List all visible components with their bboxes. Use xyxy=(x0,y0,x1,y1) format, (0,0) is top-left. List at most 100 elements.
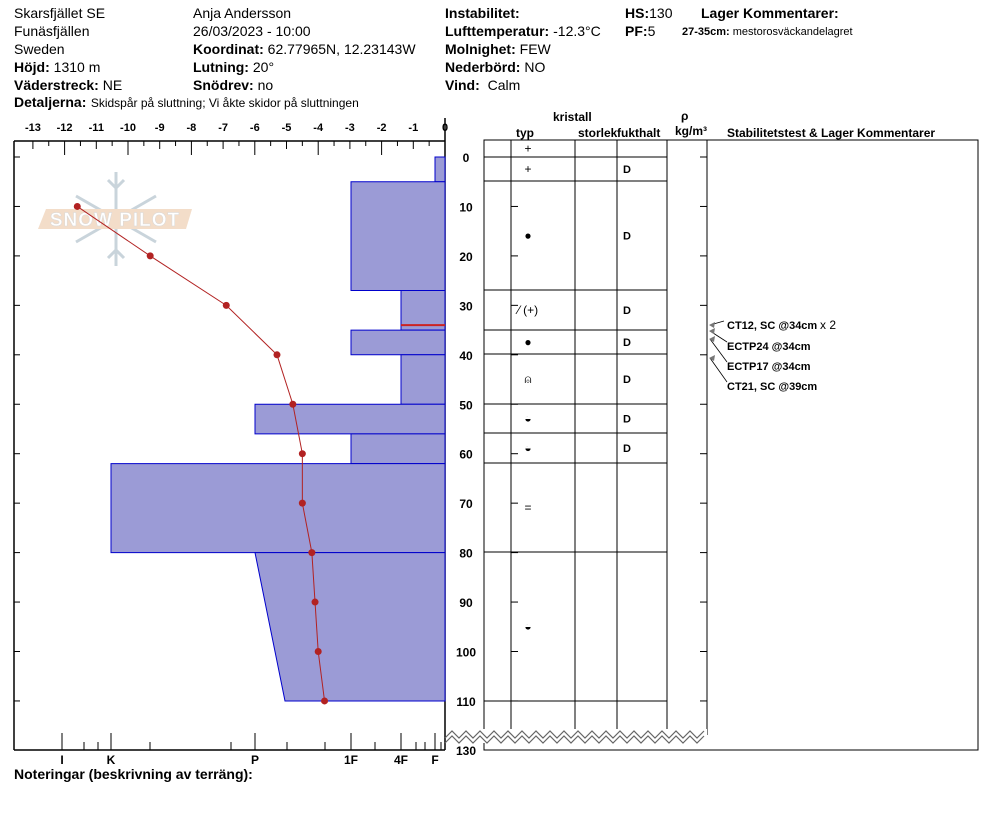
layer-comment-range: 27-35cm: xyxy=(682,26,730,38)
temperature-point xyxy=(222,301,230,309)
temperature-tick-label: -8 xyxy=(187,122,197,134)
drift: Snödrev: no xyxy=(193,77,273,93)
details-value: Skidspår på sluttning; Vi åkte skidor på… xyxy=(91,96,359,110)
hardness-bar xyxy=(254,552,446,702)
depth-tick-label: 20 xyxy=(459,250,473,264)
range: Funäsfjällen xyxy=(14,23,90,39)
hs-label: HS: xyxy=(625,5,649,21)
hardness-tick-label: P xyxy=(251,753,259,767)
temperature-tick-label: -9 xyxy=(155,122,165,134)
temperature-tick-label: -1 xyxy=(408,122,418,134)
depth-tick-label: 90 xyxy=(459,596,473,610)
stability-test: CT12, SC @34cm xyxy=(727,320,817,332)
location: Skarsfjället SE xyxy=(14,5,105,21)
hardness-bar xyxy=(434,156,446,183)
depth-tick-label: 130 xyxy=(456,744,476,758)
drift-value: no xyxy=(258,77,274,93)
temperature-point xyxy=(321,697,329,705)
depth-tick-label: 50 xyxy=(459,398,473,412)
wind-value: Calm xyxy=(488,77,521,93)
depth-tick-label: 10 xyxy=(459,200,473,214)
depth-break-zigzag xyxy=(444,735,705,744)
temperature-point xyxy=(146,252,154,260)
temperature-point xyxy=(308,549,316,557)
grain-type-symbol: ◒ xyxy=(524,441,531,455)
moisture-value: D xyxy=(623,164,631,176)
hs-value: 130 xyxy=(649,5,673,21)
coord-label: Koordinat: xyxy=(193,41,264,57)
aspect-value: NE xyxy=(103,77,122,93)
hardness-bar xyxy=(400,354,446,405)
crystal-header: kristall xyxy=(553,110,592,124)
temperature-tick-label: -12 xyxy=(57,122,73,134)
temperature-point xyxy=(298,450,306,458)
airtemp-value: -12.3°C xyxy=(553,23,601,39)
temperature-tick-label: 0 xyxy=(442,122,448,134)
cloud: Molnighet: FEW xyxy=(445,41,552,57)
type-header: typ xyxy=(516,126,534,140)
temperature-tick-label: -6 xyxy=(250,122,260,134)
details-label: Detaljerna: xyxy=(14,94,86,110)
temperature-tick-label: -2 xyxy=(377,122,387,134)
grain-type-symbol: ● xyxy=(524,335,531,349)
grain-type-symbol: = xyxy=(524,501,531,515)
layer-table-frame xyxy=(483,139,979,751)
grain-type-symbol: ◒ xyxy=(524,620,531,634)
elevation-value: 1310 m xyxy=(54,59,101,75)
instability-label: Instabilitet: xyxy=(445,5,520,21)
hs: HS:130 xyxy=(625,5,673,21)
arrowhead-icon xyxy=(709,328,715,334)
precip: Nederbörd: NO xyxy=(445,59,545,75)
slope-value: 20° xyxy=(253,59,274,75)
temperature-tick-label: -7 xyxy=(218,122,228,134)
observer: Anja Andersson xyxy=(193,5,291,21)
coordinates: Koordinat: 62.77965N, 12.23143W xyxy=(193,41,416,57)
stability-test-count: x 2 xyxy=(820,318,836,332)
depth-tick-label: 80 xyxy=(459,547,473,561)
temperature-tick-label: -10 xyxy=(120,122,136,134)
layer-comment: 27-35cm: mestorosväckandelagret xyxy=(682,26,853,38)
moisture-value: D xyxy=(623,443,631,455)
temperature-tick-label: -13 xyxy=(25,122,41,134)
moisture-value: D xyxy=(623,337,631,349)
temperature-point xyxy=(298,499,306,507)
datetime: 26/03/2023 - 10:00 xyxy=(193,23,311,39)
temperature-point xyxy=(289,400,297,408)
temperature-point xyxy=(273,351,281,359)
slope: Lutning: 20° xyxy=(193,59,274,75)
stability-test: ECTP24 @34cm xyxy=(727,341,811,353)
aspect: Väderstreck: NE xyxy=(14,77,122,93)
hardness-tick-label: I xyxy=(60,753,63,767)
stability-test: ECTP17 @34cm xyxy=(727,361,811,373)
stability-header: Stabilitetstest & Lager Kommentarer xyxy=(727,126,935,140)
hardness-bar xyxy=(350,181,446,292)
temperature-point xyxy=(314,648,322,655)
grain-type-symbol: ◒ xyxy=(524,412,531,426)
moisture-value: D xyxy=(623,374,631,386)
moisture-header: fukthalt xyxy=(617,126,660,140)
cloud-label: Molnighet: xyxy=(445,41,516,57)
logo-text: SNOW PILOT xyxy=(50,210,180,231)
layer-comment-text: mestorosväckandelagret xyxy=(733,26,853,38)
cloud-value: FEW xyxy=(520,41,552,57)
grain-type-symbol: + xyxy=(524,162,531,176)
hardness-bar xyxy=(254,403,446,435)
temperature-point xyxy=(73,202,81,210)
details: Detaljerna: Skidspår på sluttning; Vi åk… xyxy=(14,94,359,111)
pf: PF:5 xyxy=(625,23,656,39)
temperature-tick-label: -11 xyxy=(89,122,104,134)
stability-arrow xyxy=(709,357,728,383)
wind-label: Vind: xyxy=(445,77,480,93)
temperature-tick-label: -3 xyxy=(345,122,355,134)
temperature-tick-label: -5 xyxy=(282,122,292,134)
precip-value: NO xyxy=(524,59,545,75)
hardness-tick-label: 4F xyxy=(394,753,408,767)
grain-type-symbol: ● xyxy=(524,229,531,243)
depth-tick-label: 100 xyxy=(456,646,476,660)
drift-label: Snödrev: xyxy=(193,77,254,93)
hardness-tick-label: K xyxy=(107,753,116,767)
country: Sweden xyxy=(14,41,65,57)
layer-comments-label: Lager Kommentarer: xyxy=(701,5,839,21)
coord-value: 62.77965N, 12.23143W xyxy=(268,41,417,57)
moisture-value: D xyxy=(623,231,631,243)
